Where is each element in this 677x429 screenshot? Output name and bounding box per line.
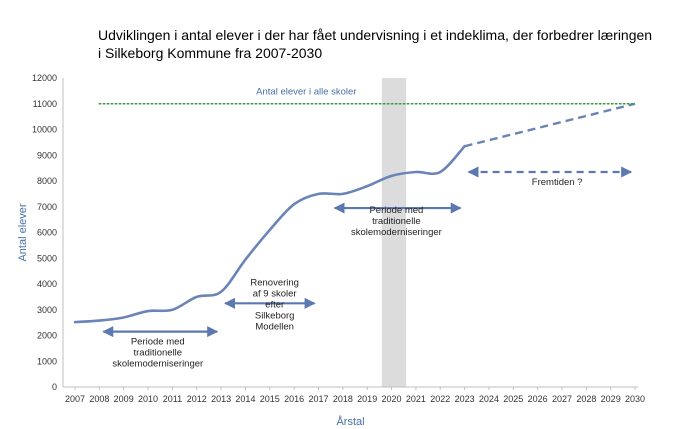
x-tick-label: 2009 — [114, 394, 134, 404]
annotation-text: Periode med — [369, 205, 423, 216]
x-axis-label: Årstal — [336, 415, 364, 428]
x-tick-label: 2012 — [187, 394, 207, 404]
x-tick-label: 2020 — [382, 394, 402, 404]
y-tick-label: 11000 — [33, 99, 57, 109]
y-tick-label: 0 — [52, 382, 57, 392]
x-tick-label: 2013 — [211, 394, 231, 404]
annotation-text: Fremtiden ? — [532, 177, 583, 188]
x-tick-label: 2029 — [601, 394, 621, 404]
x-tick-label: 2017 — [308, 394, 328, 404]
x-tick-label: 2018 — [333, 394, 353, 404]
x-tick-label: 2022 — [430, 394, 450, 404]
series-line-solid — [73, 144, 466, 324]
series-line-dashed — [464, 102, 636, 148]
x-tick-label: 2028 — [576, 394, 596, 404]
reference-line-label: Antal elever i alle skoler — [256, 87, 356, 98]
y-tick-label: 3000 — [37, 305, 57, 315]
y-tick-label: 8000 — [37, 176, 57, 186]
annotation-text: skolemoderniseringer — [351, 227, 442, 238]
y-tick-label: 12000 — [32, 73, 57, 83]
annotation-text: af 9 skoler — [253, 288, 297, 299]
x-tick-label: 2019 — [357, 394, 377, 404]
annotation-text: Silkeborg — [255, 310, 295, 321]
x-tick-label: 2010 — [138, 394, 158, 404]
x-tick-label: 2014 — [235, 394, 255, 404]
annotation-text: efter — [265, 299, 284, 310]
x-tick-label: 2030 — [625, 394, 645, 404]
x-tick-label: 2024 — [479, 394, 499, 404]
x-tick-label: 2011 — [163, 394, 182, 404]
x-tick-label: 2023 — [455, 394, 475, 404]
y-tick-label: 9000 — [37, 150, 57, 160]
annotation-text: Periode med — [131, 337, 185, 348]
y-tick-label: 1000 — [37, 356, 57, 366]
y-tick-label: 6000 — [37, 228, 57, 238]
annotation-text: Modellen — [255, 321, 294, 332]
x-tick-label: 2015 — [260, 394, 280, 404]
annotation-text: Renovering — [250, 277, 299, 288]
y-axis-label: Antal elever — [17, 203, 29, 261]
x-tick-label: 2025 — [503, 394, 523, 404]
x-tick-label: 2007 — [65, 394, 85, 404]
x-tick-label: 2027 — [552, 394, 572, 404]
annotation-text: skolemoderniseringer — [112, 359, 203, 370]
x-tick-label: 2016 — [284, 394, 304, 404]
y-tick-label: 4000 — [37, 279, 57, 289]
annotation-text: traditionelle — [133, 348, 182, 359]
y-tick-label: 2000 — [37, 331, 57, 341]
chart-title: Udviklingen i antal elever i der har fåe… — [98, 27, 653, 61]
y-tick-label: 7000 — [37, 202, 57, 212]
y-tick-label: 10000 — [32, 125, 57, 135]
y-tick-label: 5000 — [37, 253, 57, 263]
x-tick-label: 2008 — [89, 394, 109, 404]
x-tick-label: 2021 — [406, 394, 426, 404]
annotation-text: traditionelle — [372, 216, 421, 227]
shaded-period-band — [381, 78, 407, 387]
x-tick-label: 2026 — [528, 394, 548, 404]
